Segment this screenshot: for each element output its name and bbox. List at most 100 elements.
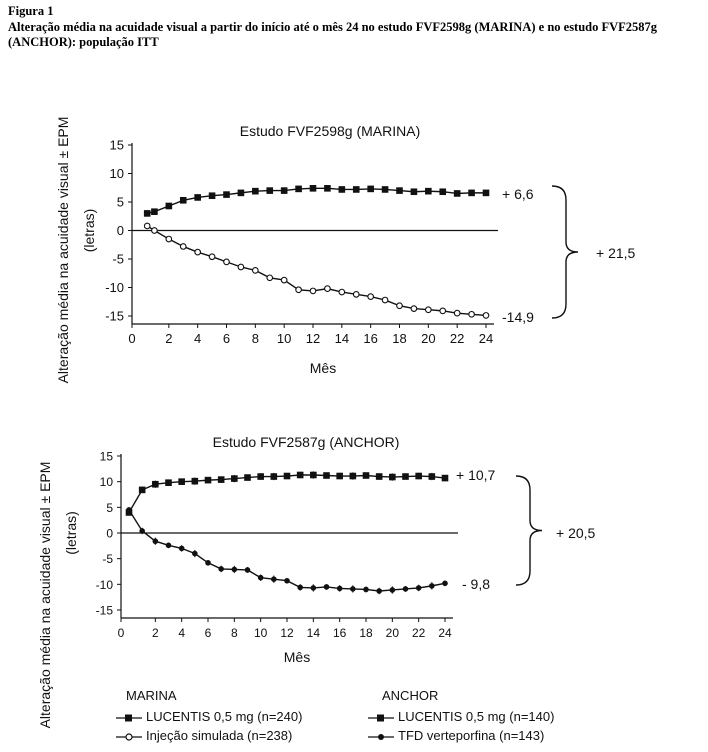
data-point <box>244 474 251 481</box>
data-point <box>439 307 447 315</box>
data-point <box>165 235 173 243</box>
data-point <box>468 189 475 197</box>
data-point <box>363 586 369 593</box>
x-tick-label: 4 <box>178 626 185 640</box>
chart-marina: Estudo FVF2598g (MARINA) 15 10 5 0 -5 -10 -15 0 2… <box>55 117 636 384</box>
data-point <box>310 585 317 591</box>
data-point <box>151 227 158 234</box>
data-point <box>297 584 303 591</box>
x-tick-label: 24 <box>438 626 452 640</box>
data-point <box>139 528 145 534</box>
data-point <box>441 474 449 482</box>
x-tick-label: 0 <box>128 331 135 346</box>
data-point <box>218 566 224 572</box>
data-point <box>415 585 422 591</box>
y-tick-label: 10 <box>100 475 114 489</box>
data-point <box>231 566 238 573</box>
data-point <box>338 186 346 193</box>
data-point <box>165 202 173 210</box>
annotation-value: + 6,6 <box>502 186 534 202</box>
data-point <box>468 310 475 318</box>
data-point <box>252 187 259 195</box>
data-point <box>223 258 230 266</box>
data-point <box>396 302 403 310</box>
data-point <box>251 267 259 274</box>
legend-heading-anchor: ANCHOR <box>382 688 439 703</box>
data-point <box>257 473 264 480</box>
chart-anchor: Estudo FVF2587g (ANCHOR) 15 10 5 0 -5 -10 -15 0 2… <box>37 434 596 728</box>
data-point <box>296 471 304 479</box>
data-point <box>428 473 436 480</box>
x-tick-label: 2 <box>165 331 172 346</box>
data-point <box>152 480 159 488</box>
data-point <box>208 253 216 261</box>
data-point <box>280 276 288 284</box>
data-point <box>231 475 238 482</box>
chart-title: Estudo FVF2598g (MARINA) <box>240 123 421 139</box>
data-point <box>192 550 198 557</box>
x-tick-label: 14 <box>335 331 349 346</box>
data-point <box>309 287 317 295</box>
legend-heading-marina: MARINA <box>126 688 177 703</box>
series-lucentis <box>143 185 490 217</box>
data-point <box>429 583 435 589</box>
legend-anchor-lucentis: LUCENTIS 0,5 mg (n=140) <box>398 709 555 724</box>
y-tick-label: -10 <box>105 280 124 295</box>
data-point <box>204 476 212 484</box>
data-point <box>453 309 461 317</box>
data-point <box>178 478 185 485</box>
data-point <box>266 274 274 282</box>
data-point <box>482 312 490 319</box>
data-point <box>402 586 409 592</box>
y-tick-label: 5 <box>106 501 113 515</box>
data-point <box>244 567 251 573</box>
x-tick-label: 14 <box>307 626 321 640</box>
data-point <box>191 477 199 485</box>
legend-marina-sham: Injeção simulada (n=238) <box>146 728 293 743</box>
x-tick-label: 18 <box>359 626 373 640</box>
x-tick-label: 10 <box>254 626 268 640</box>
brace <box>551 185 579 319</box>
chart-title: Estudo FVF2587g (ANCHOR) <box>213 434 400 450</box>
data-point <box>178 545 185 552</box>
data-point <box>453 190 461 197</box>
data-point <box>280 187 288 194</box>
x-tick-label: 2 <box>152 626 159 640</box>
y-tick-label: -5 <box>112 252 124 267</box>
data-point <box>295 286 302 294</box>
data-point <box>375 473 383 480</box>
y-axis-label-units: (letras) <box>81 209 97 253</box>
y-tick-label: -15 <box>96 604 114 618</box>
x-tick-label: 22 <box>450 331 464 346</box>
data-point <box>415 472 422 480</box>
x-tick-label: 6 <box>223 331 230 346</box>
data-point <box>179 196 187 204</box>
data-point <box>165 542 172 549</box>
data-point <box>126 507 132 513</box>
data-point <box>439 188 447 196</box>
data-point <box>396 187 403 194</box>
data-point <box>284 577 290 584</box>
data-point <box>179 243 187 250</box>
data-point <box>151 208 158 215</box>
series-control <box>126 507 448 595</box>
x-tick-label: 12 <box>280 626 294 640</box>
data-point <box>223 191 230 198</box>
y-tick-label: -15 <box>105 309 124 324</box>
data-point <box>208 192 216 200</box>
legend-marker-anchor-lucentis <box>368 714 394 722</box>
data-point <box>425 187 432 195</box>
x-tick-label: 12 <box>306 331 320 346</box>
data-point <box>283 472 291 480</box>
x-tick-label: 10 <box>277 331 291 346</box>
y-axis-label: Alteração média na acuidade visual ± EPM <box>37 462 53 729</box>
x-axis-label: Mês <box>284 649 310 665</box>
x-tick-label: 16 <box>333 626 347 640</box>
series-control <box>143 222 490 319</box>
x-tick-label: 8 <box>252 331 259 346</box>
y-tick-label: 15 <box>100 450 114 464</box>
data-point <box>138 486 146 494</box>
data-point <box>271 576 277 582</box>
data-point <box>194 248 202 256</box>
